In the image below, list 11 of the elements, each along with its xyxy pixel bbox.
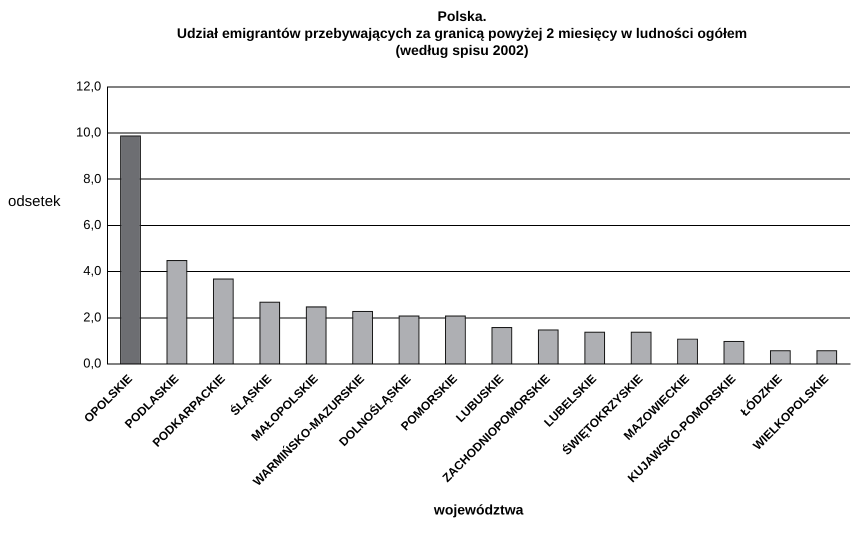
chart-title: Polska.: [436, 8, 488, 25]
y-tick-label: 8,0: [83, 170, 102, 186]
chart-subtitle: Udział emigrantów przebywających za granicą powyżej 2 miesięcy w ludności ogółem (według spisu 2002): [176, 25, 748, 59]
x-axis-title: województwa: [432, 501, 524, 518]
y-tick-label: 6,0: [83, 216, 102, 232]
y-tick-label: 12,0: [76, 78, 102, 94]
y-tick-label: 4,0: [83, 263, 102, 278]
y-tick-label: 0,0: [83, 356, 102, 371]
y-tick-label: 2,0: [83, 309, 102, 324]
y-tick-label: 10,0: [76, 124, 102, 140]
y-axis-title: odsetek: [8, 192, 62, 210]
